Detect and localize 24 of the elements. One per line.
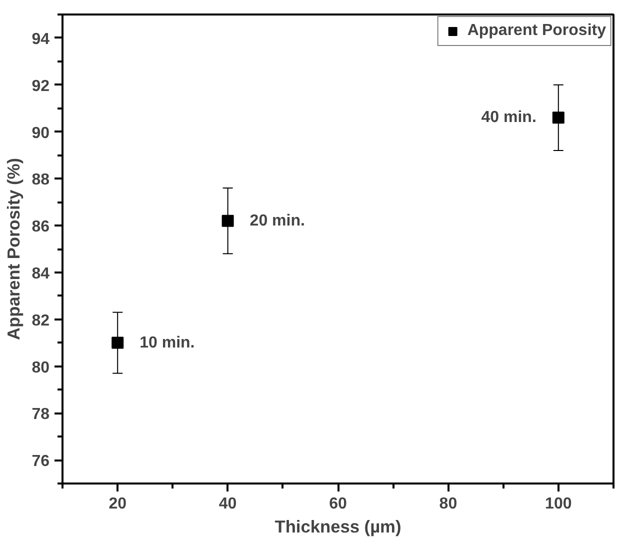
- annotation: 10 min.: [140, 334, 195, 352]
- x-axis-title: Thickness (µm): [274, 516, 402, 536]
- point: [552, 112, 564, 124]
- x-tick-label: 80: [439, 496, 458, 512]
- y-tick-label: 84: [32, 265, 50, 282]
- y-axis-title: Apparent Porosity (%): [4, 158, 24, 340]
- legend-label: Apparent Porosity: [467, 22, 606, 40]
- y-tick-label: 82: [32, 312, 50, 330]
- point: [112, 336, 124, 349]
- x-tick-label: 20: [108, 496, 127, 512]
- x-tick-label: 60: [329, 496, 347, 512]
- y-tick-label: 92: [32, 78, 50, 95]
- y-tick-label: 90: [32, 124, 50, 142]
- y-tick-label: 80: [32, 359, 50, 376]
- annotation: 20 min.: [250, 212, 305, 230]
- y-tick-label: 78: [32, 406, 50, 424]
- x-tick-label: 40: [218, 496, 237, 512]
- annotation: 40 min.: [481, 109, 536, 126]
- y-tick-label: 76: [32, 453, 50, 470]
- point: [222, 214, 234, 227]
- y-tick-label: 88: [32, 172, 50, 189]
- y-tick-label: 86: [32, 218, 50, 236]
- y-tick-label: 94: [32, 30, 50, 48]
- x-tick-label: 100: [545, 496, 572, 512]
